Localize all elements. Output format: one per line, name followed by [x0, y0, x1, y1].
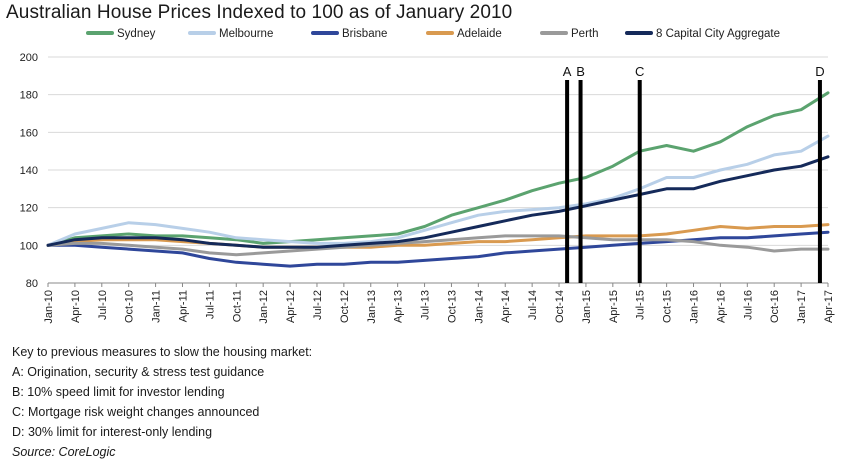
- y-tick-label: 80: [26, 278, 38, 290]
- x-tick-label: Oct-16: [769, 290, 781, 323]
- x-tick-label: Jan-11: [151, 290, 163, 323]
- x-tick-label: Oct-11: [231, 290, 243, 322]
- x-tick-label: Apr-15: [608, 290, 620, 323]
- x-tick-label: Apr-13: [393, 290, 405, 323]
- x-tick-label: Oct-14: [554, 290, 566, 323]
- x-tick-label: Apr-10: [70, 290, 82, 323]
- x-tick-label: Jul-15: [635, 290, 647, 320]
- series-line-brisbane: [46, 230, 830, 268]
- axes: 80 100 120 140 160 180 200 Jan-10 Apr-10 Jul-10 Oc…: [20, 52, 835, 324]
- marker-label-a: A: [563, 64, 572, 79]
- x-tick-label: Jan-16: [689, 290, 701, 324]
- x-tick-label: Oct-12: [339, 290, 351, 323]
- y-tick-label: 100: [20, 240, 38, 252]
- x-tick-label: Jul-13: [420, 290, 432, 320]
- legend: Sydney Melbourne Brisbane Adelaide Perth 8 Ca…: [86, 28, 780, 40]
- x-tick-label: Apr-11: [177, 290, 189, 322]
- notes-block: Key to previous measures to slow the hou…: [12, 342, 312, 462]
- notes-heading: Key to previous measures to slow the hou…: [12, 345, 313, 359]
- y-tick-label: 200: [20, 52, 38, 64]
- x-tick-label: Jan-10: [43, 290, 55, 324]
- legend-label-melbourne: Melbourne: [219, 28, 273, 40]
- x-tick-label: Jan-14: [473, 290, 485, 324]
- marker-label-c: C: [635, 64, 644, 79]
- series-line-perth: [46, 234, 830, 257]
- legend-label-sydney: Sydney: [117, 28, 156, 40]
- x-tick-label: Jul-14: [527, 290, 539, 320]
- y-tick-label: 180: [20, 90, 38, 102]
- source-note: Source: CoreLogic: [12, 445, 116, 459]
- x-tick-label: Apr-16: [715, 290, 727, 323]
- x-tick-label: Jul-16: [742, 290, 754, 320]
- series-line-sydney: [46, 91, 830, 247]
- x-tick-label: Jan-12: [258, 290, 270, 324]
- series-line-adelaide: [46, 223, 830, 249]
- note-b: B: 10% speed limit for investor lending: [12, 385, 225, 399]
- x-tick-label: Oct-10: [124, 290, 136, 323]
- y-tick-label: 120: [20, 203, 38, 215]
- series-lines: [46, 91, 830, 268]
- x-tick-label: Jul-10: [97, 290, 109, 320]
- y-tick-label: 160: [20, 127, 38, 139]
- x-tick-label: Apr-12: [285, 290, 297, 323]
- x-tick-label: Jan-17: [796, 290, 808, 324]
- x-tick-label: Jul-11: [204, 290, 216, 319]
- x-tick-label: Oct-15: [662, 290, 674, 323]
- note-a: A: Origination, security & stress test g…: [12, 365, 265, 379]
- series-line-melbourne: [46, 134, 830, 247]
- legend-label-adelaide: Adelaide: [457, 28, 502, 40]
- legend-label-brisbane: Brisbane: [342, 28, 387, 40]
- series-line-8-capital-city-aggregate: [46, 155, 830, 249]
- x-tick-label: Apr-17: [823, 290, 835, 323]
- line-chart: 80 100 120 140 160 180 200 Jan-10 Apr-10 Jul-10 Oc…: [20, 28, 835, 324]
- x-tick-label: Apr-14: [500, 290, 512, 323]
- legend-label-8-capital-city-aggregate: 8 Capital City Aggregate: [656, 28, 780, 40]
- legend-label-perth: Perth: [571, 28, 599, 40]
- x-tick-label: Jan-15: [581, 290, 593, 324]
- y-tick-label: 140: [20, 165, 38, 177]
- x-tick-label: Oct-13: [446, 290, 458, 323]
- marker-label-b: B: [576, 64, 585, 79]
- note-c: C: Mortgage risk weight changes announce…: [12, 405, 260, 419]
- x-tick-label: Jul-12: [312, 290, 324, 320]
- x-tick-label: Jan-13: [366, 290, 378, 324]
- marker-label-d: D: [815, 64, 824, 79]
- note-d: D: 30% limit for interest-only lending: [12, 425, 213, 439]
- chart-title: Australian House Prices Indexed to 100 a…: [6, 2, 513, 23]
